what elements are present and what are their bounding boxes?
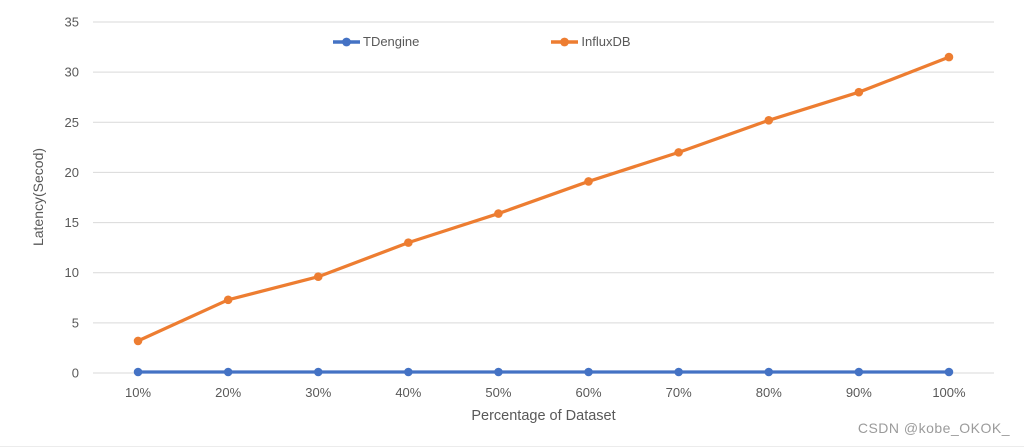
y-tick-label: 35	[65, 15, 79, 30]
legend-label-tdengine: TDengine	[363, 34, 420, 49]
data-point-influxdb	[404, 238, 413, 247]
legend-marker-line-dot-icon	[333, 37, 360, 46]
x-tick-label: 40%	[395, 385, 421, 400]
data-point-influxdb	[764, 115, 774, 125]
legend-item-tdengine: TDengine	[333, 34, 419, 49]
data-point-tdengine	[944, 367, 954, 377]
x-tick-label: 50%	[485, 385, 511, 400]
y-tick-label: 10	[65, 265, 79, 280]
legend-label-influxdb: InfluxDB	[581, 34, 631, 49]
data-point-tdengine	[854, 367, 864, 377]
y-axis-title: Latency(Secod)	[30, 147, 46, 247]
data-point-tdengine	[494, 367, 503, 377]
watermark: CSDN @kobe_OKOK_	[857, 420, 1010, 436]
legend-marker-line-dot-icon	[551, 37, 579, 46]
data-point-influxdb	[944, 52, 954, 62]
x-tick-label: 20%	[215, 385, 241, 400]
data-point-influxdb	[133, 336, 143, 346]
y-tick-label: 0	[72, 366, 79, 381]
data-point-tdengine	[764, 367, 774, 377]
data-point-influxdb	[223, 295, 233, 305]
data-point-influxdb	[854, 87, 864, 97]
x-tick-label: 30%	[305, 385, 331, 400]
x-tick-label: 100%	[932, 385, 966, 400]
y-tick-label: 25	[65, 115, 79, 130]
x-tick-label: 70%	[666, 385, 692, 400]
data-point-influxdb	[674, 148, 683, 157]
y-tick-label: 20	[65, 165, 79, 180]
x-axis-title: Percentage of Dataset	[471, 408, 616, 424]
y-tick-label: 15	[65, 215, 79, 230]
data-point-influxdb	[584, 177, 593, 186]
legend-item-influxdb: InfluxDB	[551, 34, 631, 49]
data-point-tdengine	[223, 367, 233, 377]
y-tick-label: 5	[72, 315, 79, 330]
data-point-influxdb	[313, 272, 323, 282]
x-tick-label: 60%	[576, 385, 602, 400]
data-point-influxdb	[494, 209, 503, 218]
data-point-tdengine	[133, 367, 143, 377]
data-point-tdengine	[404, 367, 413, 377]
chart-legend: TDengine InfluxDB	[333, 34, 631, 49]
data-point-tdengine	[584, 367, 593, 377]
series-line-influxdb	[136, 55, 951, 343]
x-tick-label: 90%	[846, 385, 872, 400]
data-point-tdengine	[313, 367, 323, 377]
y-tick-label: 30	[65, 65, 79, 80]
x-tick-label: 80%	[756, 385, 782, 400]
data-point-tdengine	[674, 367, 683, 377]
x-tick-label: 10%	[125, 385, 151, 400]
